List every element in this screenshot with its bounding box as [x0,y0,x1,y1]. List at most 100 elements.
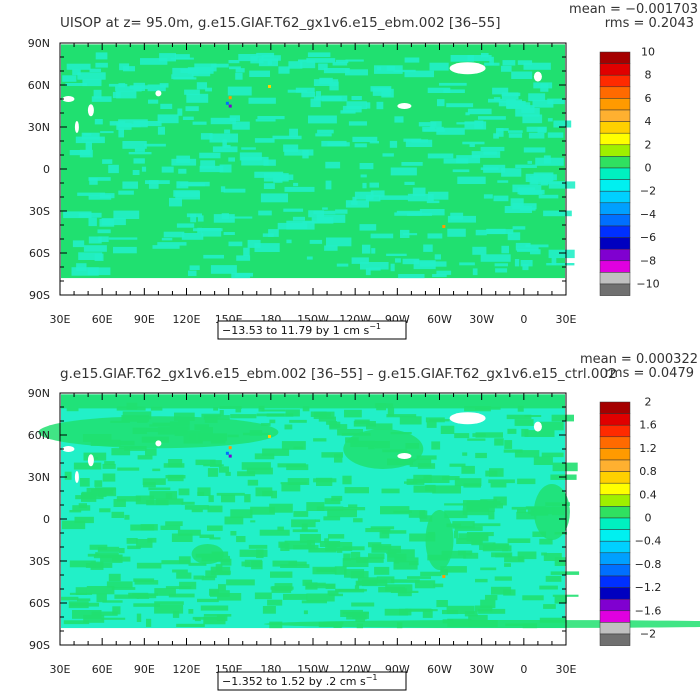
missing-data-areas [62,62,542,133]
field-texture [62,52,576,282]
y-tick-label: 30N [28,471,50,484]
y-tick-label: 60N [28,429,50,442]
x-tick-label: 120E [173,313,201,326]
colorbar-swatch [599,517,631,530]
rms-stat: rms = 0.0479 [605,366,694,381]
colorbar-swatch [599,86,631,99]
colorbar: 10 8 6 4 2 0 −2 −4 −6 −8 −10 [599,46,660,296]
chart-title: g.e15.GIAF.T62_gx1v6.e15_ebm.002 [36–55]… [60,366,617,382]
colorbar-swatch [599,552,631,565]
y-tick-label: 30S [29,555,50,568]
colorbar-swatch [599,471,631,484]
range-text: −13.53 to 11.79 by 1 cm s−1 [222,322,381,337]
colorbar-swatch [599,214,631,227]
x-tick-label: 60W [427,313,452,326]
y-tick-label: 30N [28,121,50,134]
mean-stat: mean = −0.001703 [569,2,698,17]
colorbar-swatch [599,51,631,64]
map-panel-1: 30E 60E 90E 120E 150E 180 150W 120W 90W 60W 30W 0 30… [28,2,698,340]
colorbar-swatch [599,413,631,426]
extreme-values [225,435,446,578]
x-tick-label: 30W [469,663,494,676]
colorbar-label: −0.4 [635,535,662,548]
colorbar-swatch [599,109,631,122]
colorbar-label: −8 [640,254,656,267]
colorbar-swatch [599,459,631,472]
x-tick-label: 30E [556,313,577,326]
colorbar-swatch [599,633,631,646]
x-tick-label: 0 [520,313,527,326]
colorbar-swatch [599,283,631,296]
y-tick-label: 60S [29,247,50,260]
colorbar-label: 0 [645,162,652,175]
colorbar-swatch [599,436,631,449]
y-tick-label: 60S [29,597,50,610]
colorbar-label: 10 [641,46,655,59]
mean-stat: mean = 0.000322 [580,352,698,367]
y-tick-label: 0 [43,163,50,176]
colorbar-label: 0 [645,512,652,525]
colorbar-swatch [599,506,631,519]
y-tick-label: 30S [29,205,50,218]
y-tick-label: 0 [43,513,50,526]
colorbar-swatch [599,540,631,554]
colorbar-swatch [599,248,631,262]
colorbar-swatch [599,598,631,612]
range-text: −1.352 to 1.52 by .2 cm s−1 [222,673,378,688]
colorbar-swatch [599,121,631,134]
colorbar-swatch [599,225,631,238]
colorbar-swatch [599,424,631,438]
colorbar-label: 0.4 [639,488,657,501]
colorbar-swatch [599,237,631,250]
colorbar-label: 1.6 [639,419,657,432]
x-tick-label: 30W [469,313,494,326]
colorbar-swatch [599,190,631,204]
colorbar-label: 4 [645,115,652,128]
colorbar-label: 6 [645,92,652,105]
colorbar-swatch [599,202,631,215]
colorbar-swatch [599,260,631,273]
extreme-values [225,85,446,228]
y-tick-label: 90N [28,387,50,400]
colorbar-swatch [599,74,631,88]
colorbar: 2 1.6 1.2 0.8 0.4 0 −0.4 −0.8 −1.2 −1.6 −2 [599,396,662,646]
colorbar-swatch [599,179,631,192]
colorbar-label: 2 [645,396,652,409]
colorbar-label: 0.8 [639,465,657,478]
range-unit-exponent: −1 [366,673,378,682]
x-tick-label: 60W [427,663,452,676]
colorbar-label: 8 [645,69,652,82]
map-panel-2: 30E 60E 90E 120E 150E 180 150W 120W 90W 60W 30W 0 30… [28,352,700,691]
colorbar-swatch [599,622,631,635]
range-unit-exponent: −1 [369,322,381,331]
colorbar-label: −6 [640,231,656,244]
colorbar-label: −1.2 [635,581,662,594]
y-tick-label: 90N [28,37,50,50]
colorbar-label: −10 [636,278,659,291]
y-tick-label: 60N [28,79,50,92]
x-tick-label: 30E [556,663,577,676]
range-label: −13.53 to 11.79 by 1 cm s−1 [217,320,407,340]
colorbar-label: 2 [645,138,652,151]
colorbar-label: −0.8 [635,558,662,571]
x-tick-label: 90E [134,313,155,326]
missing-data-areas [62,412,542,483]
colorbar-swatch [599,575,631,588]
rms-stat: rms = 0.2043 [605,16,694,31]
colorbar-swatch [599,98,631,111]
colorbar-label: −2 [640,628,656,641]
colorbar-swatch [599,610,631,623]
colorbar-label: −1.6 [635,604,662,617]
x-tick-label: 0 [520,663,527,676]
colorbar-swatch [599,401,631,414]
colorbar-swatch [599,272,631,285]
colorbar-swatch [599,156,631,169]
x-tick-label: 90E [134,663,155,676]
x-tick-label: 60E [92,313,113,326]
y-tick-label: 90S [29,289,50,302]
x-tick-label: 30E [50,663,71,676]
x-tick-label: 30E [50,313,71,326]
colorbar-swatch [599,63,631,76]
colorbar-swatch [599,482,631,496]
